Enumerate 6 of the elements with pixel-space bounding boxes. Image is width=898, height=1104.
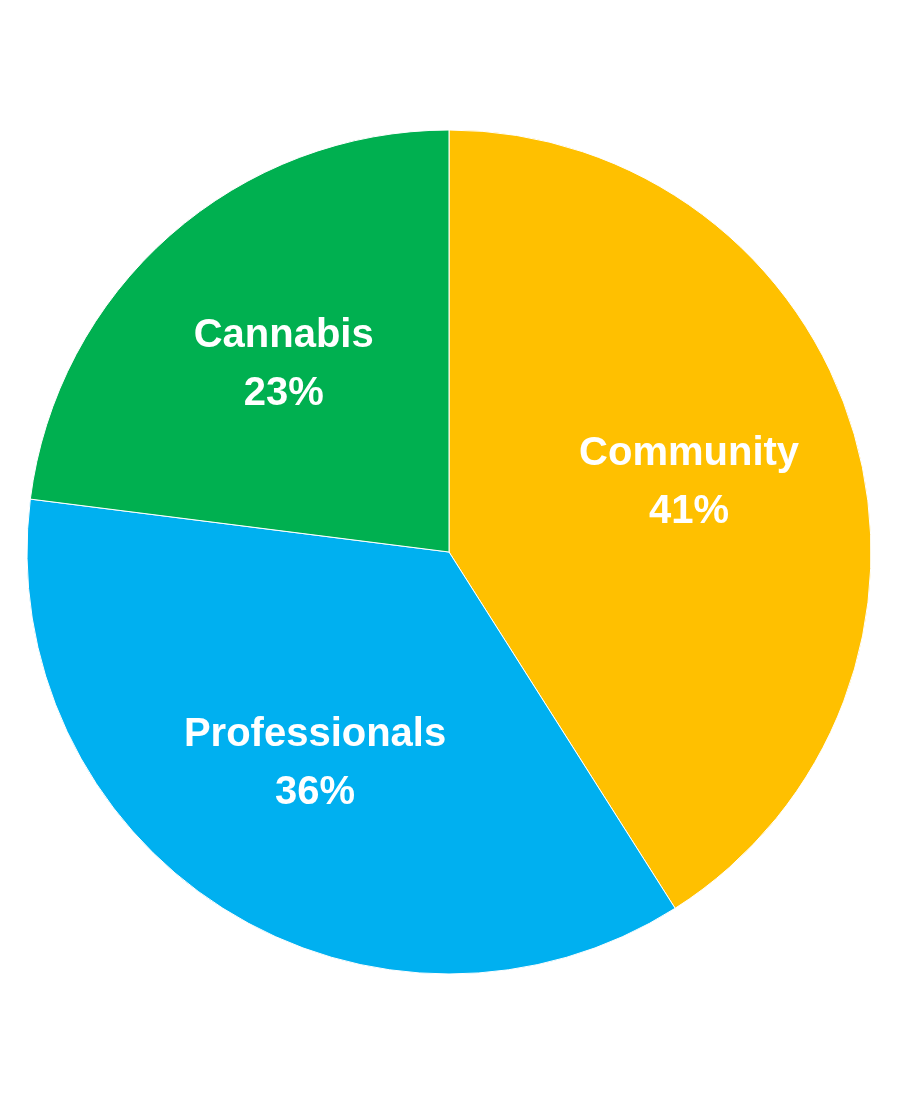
slice-label: Professionals [183, 710, 447, 755]
data-label: 41% [649, 487, 730, 532]
data-label: 36% [275, 768, 356, 813]
slice-label: Cannabis [193, 311, 374, 356]
data-label: 23% [243, 369, 324, 414]
slice-label: Community [579, 429, 800, 474]
